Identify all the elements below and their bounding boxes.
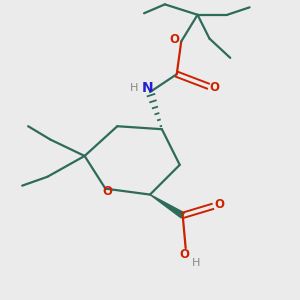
- Text: H: H: [192, 258, 200, 268]
- Polygon shape: [150, 195, 184, 218]
- Text: O: O: [170, 33, 180, 46]
- Text: O: O: [209, 81, 220, 94]
- Text: O: O: [102, 184, 112, 197]
- Text: O: O: [214, 199, 224, 212]
- Text: O: O: [179, 248, 189, 261]
- Text: N: N: [142, 82, 153, 95]
- Text: H: H: [130, 83, 139, 94]
